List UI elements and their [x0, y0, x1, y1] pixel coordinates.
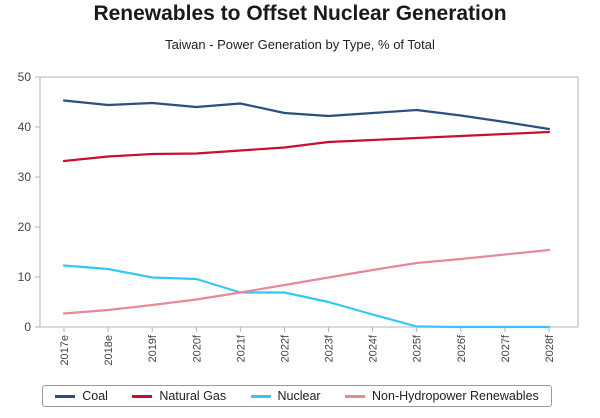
y-tick-label: 50 [18, 70, 32, 84]
y-tick-label: 40 [18, 120, 32, 134]
y-tick-label: 20 [18, 220, 32, 234]
legend-item-nuclear: Nuclear [250, 389, 321, 403]
legend-swatch-nuclear [250, 394, 271, 398]
x-tick-label: 2025f [412, 334, 424, 362]
legend-label-nuclear: Nuclear [277, 389, 321, 403]
series-line-non-hydropower-renewables [62, 248, 551, 315]
series-line-coal [62, 99, 551, 131]
legend-item-natural-gas: Natural Gas [132, 389, 226, 403]
legend-item-coal: Coal [55, 389, 108, 403]
x-tick-label: 2027f [500, 334, 512, 362]
legend-swatch-coal [55, 394, 76, 398]
x-tick-label: 2021f [235, 334, 247, 362]
x-tick-label: 2020f [191, 334, 203, 362]
legend-label-natural-gas: Natural Gas [159, 389, 227, 403]
legend-swatch-natural-gas [132, 394, 153, 398]
x-tick-label: 2024f [368, 334, 380, 362]
x-tick-label: 2018e [103, 335, 115, 366]
chart-subtitle: Taiwan - Power Generation by Type, % of … [165, 37, 435, 52]
y-tick-label: 30 [18, 170, 32, 184]
legend-label-renewables: Non-Hydropower Renewables [372, 389, 539, 403]
y-tick-label: 10 [18, 270, 32, 284]
x-tick-label: 2019f [147, 334, 159, 362]
legend-item-renewables: Non-Hydropower Renewables [345, 389, 539, 403]
x-tick-label: 2023f [324, 334, 336, 362]
chart-title: Renewables to Offset Nuclear Generation [93, 2, 507, 25]
legend-swatch-renewables [345, 394, 366, 398]
chart-legend: Coal Natural Gas Nuclear Non-Hydropower … [42, 385, 552, 407]
x-tick-label: 2022f [279, 334, 291, 362]
series-line-nuclear [62, 264, 551, 329]
plot-area [39, 76, 579, 328]
x-tick-label: 2028f [544, 334, 556, 362]
y-tick-label: 0 [24, 320, 31, 334]
legend-label-coal: Coal [82, 389, 108, 403]
series-line-natural-gas [62, 130, 551, 163]
x-tick-label: 2026f [456, 334, 468, 362]
x-tick-label: 2017e [59, 335, 71, 366]
